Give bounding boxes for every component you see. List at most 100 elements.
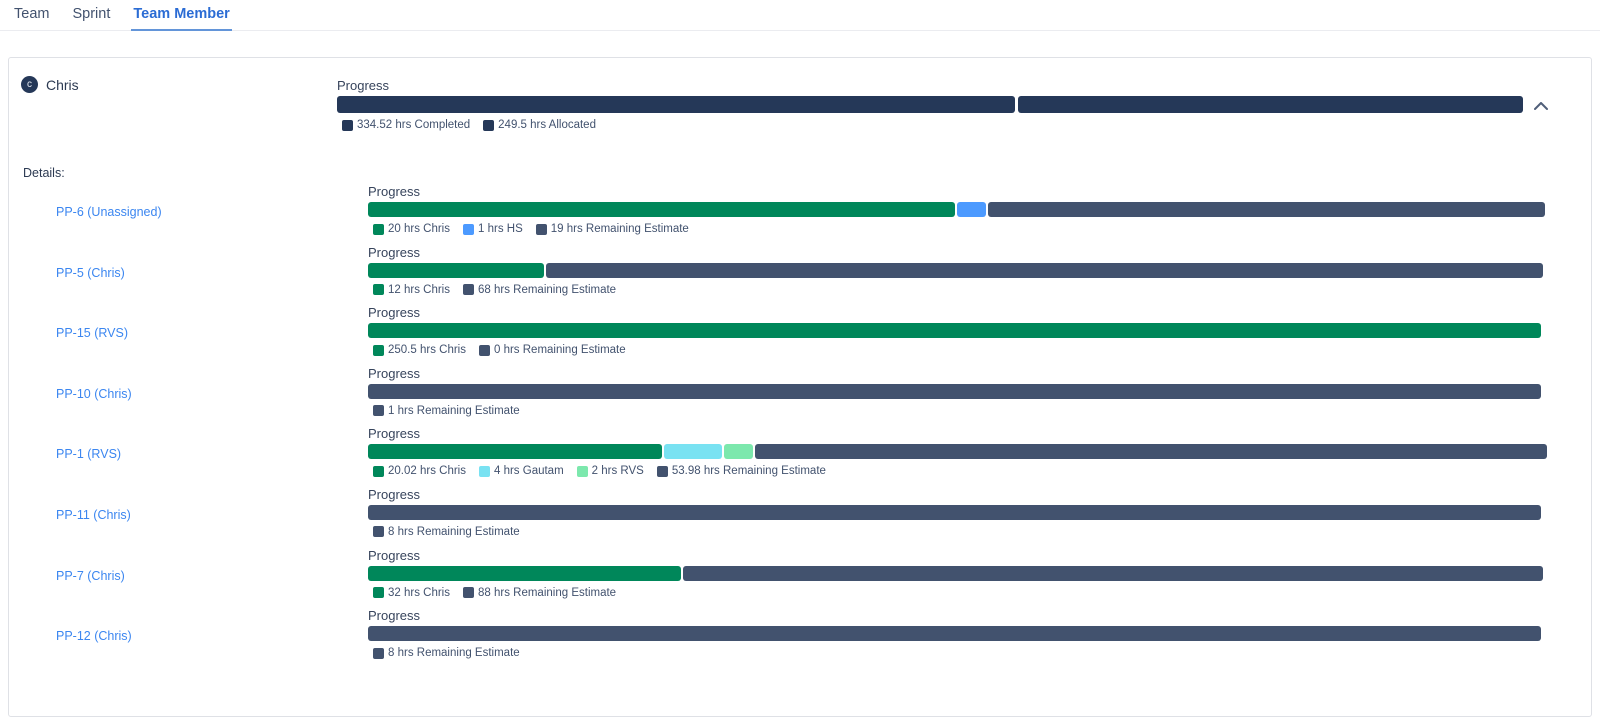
legend-label: 19 hrs Remaining Estimate [550,223,689,235]
member-card: c Chris Progress 334.52 hrs Completed 249… [8,57,1592,717]
row-progress-legend: 20 hrs Chris 1 hrs HS 19 hrs Remaining Est… [368,223,1541,235]
issue-link[interactable]: PP-15 (RVS) [56,326,129,341]
legend-swatch [373,465,384,477]
progress-segment [368,383,1541,399]
issue-row: PP-7 (Chris) Progress 32 hrs Chris 88 hrs… [9,548,1591,609]
legend-swatch [478,344,490,356]
row-progress-bar [368,444,1547,460]
legend-item: 53.98 hrs Remaining Estimate [656,465,826,478]
legend-swatch [656,465,668,477]
issue-link[interactable]: PP-1 (RVS) [56,447,122,462]
progress-segment [545,262,1543,278]
legend-label: 0 hrs Remaining Estimate [493,344,626,357]
legend-item: 250.5 hrs Chris [373,344,466,356]
row-progress-block: Progress 1 hrs Remaining Estimate [368,366,1541,417]
row-progress-legend: 250.5 hrs Chris 0 hrs Remaining Estimate [368,344,1541,356]
progress-segment [337,96,1015,113]
row-progress-block: Progress 8 hrs Remaining Estimate [368,608,1541,659]
legend-label: 334.52 hrs Completed [357,119,471,131]
issue-link[interactable]: PP-10 (Chris) [56,386,132,401]
row-progress-label: Progress [368,547,421,563]
legend-label: 2 hrs RVS [591,465,644,478]
member-header: c Chris Progress 334.52 hrs Completed 249… [9,58,1591,162]
issue-row: PP-5 (Chris) Progress 12 hrs Chris 68 hrs… [9,245,1591,306]
row-progress-legend: 12 hrs Chris 68 hrs Remaining Estimate [368,284,1541,296]
details-label: Details: [23,166,65,180]
member-progress-legend: 334.52 hrs Completed 249.5 hrs Allocated [337,119,1520,131]
legend-label: 20 hrs Chris [388,223,450,235]
tab-team[interactable]: Team [14,6,50,22]
issue-row: PP-10 (Chris) Progress 1 hrs Remaining E… [9,366,1591,427]
row-progress-block: Progress 20.02 hrs Chris 4 hrs Gautam 2 hr… [368,426,1547,477]
row-progress-bar [368,504,1541,520]
row-progress-label: Progress [368,608,421,624]
legend-item: 19 hrs Remaining Estimate [535,223,689,235]
member-name: Chris [46,76,79,93]
row-progress-bar [368,262,1543,278]
legend-swatch [373,647,384,659]
member-progress-label: Progress [337,78,390,93]
issue-row: PP-11 (Chris) Progress 8 hrs Remaining E… [9,487,1591,548]
row-progress-block: Progress 250.5 hrs Chris 0 hrs Remaining … [368,305,1541,356]
legend-label: 249.5 hrs Allocated [498,119,596,131]
legend-item: 32 hrs Chris [373,587,450,599]
issue-link[interactable]: PP-12 (Chris) [56,629,132,644]
legend-label: 68 hrs Remaining Estimate [478,283,617,296]
issue-link[interactable]: PP-5 (Chris) [56,265,125,280]
legend-swatch [373,526,384,538]
legend-label: 250.5 hrs Chris [388,344,466,357]
legend-item: 20 hrs Chris [373,223,450,235]
member-progress-bar [337,96,1523,113]
row-progress-legend: 8 hrs Remaining Estimate [368,647,1541,659]
issue-link[interactable]: PP-7 (Chris) [56,568,125,583]
legend-swatch [463,587,474,599]
row-progress-block: Progress 12 hrs Chris 68 hrs Remaining Es… [368,245,1543,296]
issue-row: PP-12 (Chris) Progress 8 hrs Remaining E… [9,608,1591,669]
legend-label: 4 hrs Gautam [493,465,564,478]
progress-segment [368,323,1541,339]
tab-team-member[interactable]: Team Member [131,6,232,31]
row-progress-label: Progress [368,486,421,502]
row-progress-legend: 32 hrs Chris 88 hrs Remaining Estimate [368,587,1541,599]
legend-swatch [463,223,474,235]
progress-segment [368,202,955,217]
legend-item: 1 hrs HS [463,223,523,235]
member-progress-block: Progress 334.52 hrs Completed 249.5 hrs A… [337,78,1523,131]
legend-item: 0 hrs Remaining Estimate [478,344,626,357]
issue-link[interactable]: PP-6 (Unassigned) [56,205,162,219]
legend-label: 8 hrs Remaining Estimate [388,525,520,538]
row-progress-bar [368,626,1541,642]
row-progress-label: Progress [368,305,421,321]
progress-segment [368,626,1541,642]
details-rows: PP-6 (Unassigned) Progress 20 hrs Chris 1… [9,184,1591,669]
legend-label: 8 hrs Remaining Estimate [388,647,520,660]
legend-label: 53.98 hrs Remaining Estimate [671,465,826,478]
progress-segment [368,262,544,278]
legend-item: 68 hrs Remaining Estimate [463,284,616,296]
row-progress-legend: 8 hrs Remaining Estimate [368,526,1541,538]
legend-item: 2 hrs RVS [576,465,644,478]
legend-swatch [373,223,384,235]
row-progress-bar [368,323,1541,339]
legend-item: 1 hrs Remaining Estimate [373,405,520,417]
tab-sprint[interactable]: Sprint [72,6,111,22]
collapse-button[interactable] [1531,96,1551,116]
issue-row: PP-15 (RVS) Progress 250.5 hrs Chris 0 hr… [9,305,1591,366]
legend-item: 8 hrs Remaining Estimate [373,647,520,659]
progress-segment [956,202,986,217]
legend-item: 12 hrs Chris [373,284,450,296]
legend-item: 249.5 hrs Allocated [483,119,596,131]
legend-swatch [342,119,353,131]
legend-label: 1 hrs HS [478,223,523,235]
legend-swatch [576,465,588,477]
progress-segment [368,504,1541,520]
legend-swatch [535,223,547,235]
row-progress-label: Progress [368,365,421,381]
progress-segment [1017,96,1523,113]
progress-segment [724,444,754,460]
legend-item: 4 hrs Gautam [478,465,564,478]
legend-swatch [373,405,384,417]
progress-segment [987,202,1545,217]
row-progress-legend: 20.02 hrs Chris 4 hrs Gautam 2 hrs RVS 53.9… [368,465,1541,477]
issue-link[interactable]: PP-11 (Chris) [56,507,131,522]
